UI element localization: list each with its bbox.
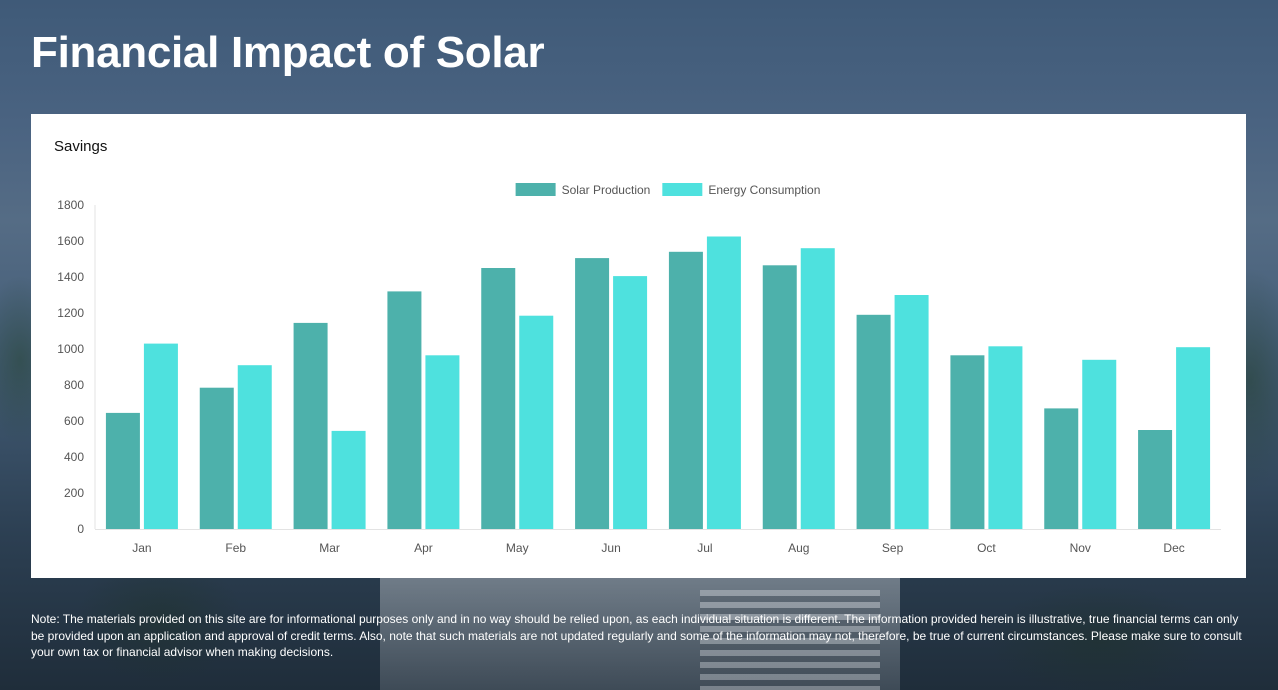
card-title: Savings (54, 138, 108, 155)
bar-energy-consumption-jan[interactable] (143, 343, 178, 529)
bar-energy-consumption-nov[interactable] (1082, 359, 1117, 529)
background-house-siding (700, 590, 880, 690)
bar-solar-production-may[interactable] (481, 268, 516, 529)
legend-label[interactable]: Energy Consumption (708, 183, 820, 197)
bar-energy-consumption-jun[interactable] (613, 276, 648, 529)
x-tick-label: Aug (788, 541, 809, 555)
bar-solar-production-mar[interactable] (293, 322, 328, 529)
y-tick-label: 800 (64, 378, 84, 392)
bar-solar-production-jul[interactable] (668, 251, 703, 530)
bar-energy-consumption-mar[interactable] (331, 430, 366, 529)
x-axis: Jan Feb Mar Apr May Jun Jul Aug Sep Oct Nov Dec (95, 529, 1221, 555)
x-tick-label: Oct (977, 541, 996, 555)
y-tick-label: 1600 (57, 234, 84, 248)
savings-bar-chart: Solar Production Energy Consumption 0 200 4… (57, 183, 1221, 555)
bar-solar-production-dec[interactable] (1138, 430, 1173, 529)
bar-energy-consumption-feb[interactable] (237, 365, 272, 529)
x-tick-label: Jun (601, 541, 620, 555)
y-tick-label: 0 (77, 522, 84, 536)
y-tick-label: 1400 (57, 270, 84, 284)
bar-energy-consumption-apr[interactable] (425, 355, 460, 529)
x-tick-label: May (506, 541, 529, 555)
bar-solar-production-jan[interactable] (105, 412, 140, 529)
bar-energy-consumption-oct[interactable] (988, 346, 1023, 529)
x-tick-label: Nov (1070, 541, 1091, 555)
chart-legend[interactable]: Solar Production Energy Consumption (515, 183, 821, 197)
bars-group (105, 236, 1211, 530)
x-tick-label: Mar (319, 541, 340, 555)
bar-solar-production-sep[interactable] (856, 314, 891, 529)
y-tick-label: 1800 (57, 198, 84, 212)
bar-energy-consumption-may[interactable] (519, 315, 554, 529)
bar-energy-consumption-jul[interactable] (706, 236, 741, 530)
x-tick-label: Sep (882, 541, 904, 555)
background-house (380, 570, 900, 690)
x-tick-label: Feb (225, 541, 246, 555)
page-title: Financial Impact of Solar (31, 28, 545, 77)
x-tick-label: Apr (414, 541, 433, 555)
y-tick-label: 200 (64, 486, 84, 500)
legend-label[interactable]: Solar Production (562, 183, 651, 197)
bar-solar-production-oct[interactable] (950, 355, 985, 529)
y-tick-label: 600 (64, 414, 84, 428)
bar-solar-production-nov[interactable] (1044, 408, 1079, 529)
bar-solar-production-jun[interactable] (575, 258, 610, 529)
x-tick-label: Jan (132, 541, 151, 555)
legend-swatch (515, 183, 556, 196)
disclaimer-note: Note: The materials provided on this sit… (31, 612, 1242, 659)
bar-energy-consumption-dec[interactable] (1176, 347, 1211, 529)
y-tick-label: 1000 (57, 342, 84, 356)
bar-energy-consumption-sep[interactable] (894, 295, 929, 529)
savings-card: Savings Solar Production Energy Consumpti… (31, 114, 1246, 578)
y-tick-label: 1200 (57, 306, 84, 320)
bar-solar-production-apr[interactable] (387, 291, 422, 529)
bar-solar-production-aug[interactable] (762, 265, 797, 529)
x-tick-label: Dec (1163, 541, 1184, 555)
bar-solar-production-feb[interactable] (199, 387, 234, 529)
y-tick-label: 400 (64, 450, 84, 464)
bar-energy-consumption-aug[interactable] (800, 248, 835, 529)
x-tick-label: Jul (697, 541, 712, 555)
y-axis: 0 200 400 600 800 1000 1200 1400 1600 1800 (57, 198, 96, 536)
legend-swatch (662, 183, 703, 196)
